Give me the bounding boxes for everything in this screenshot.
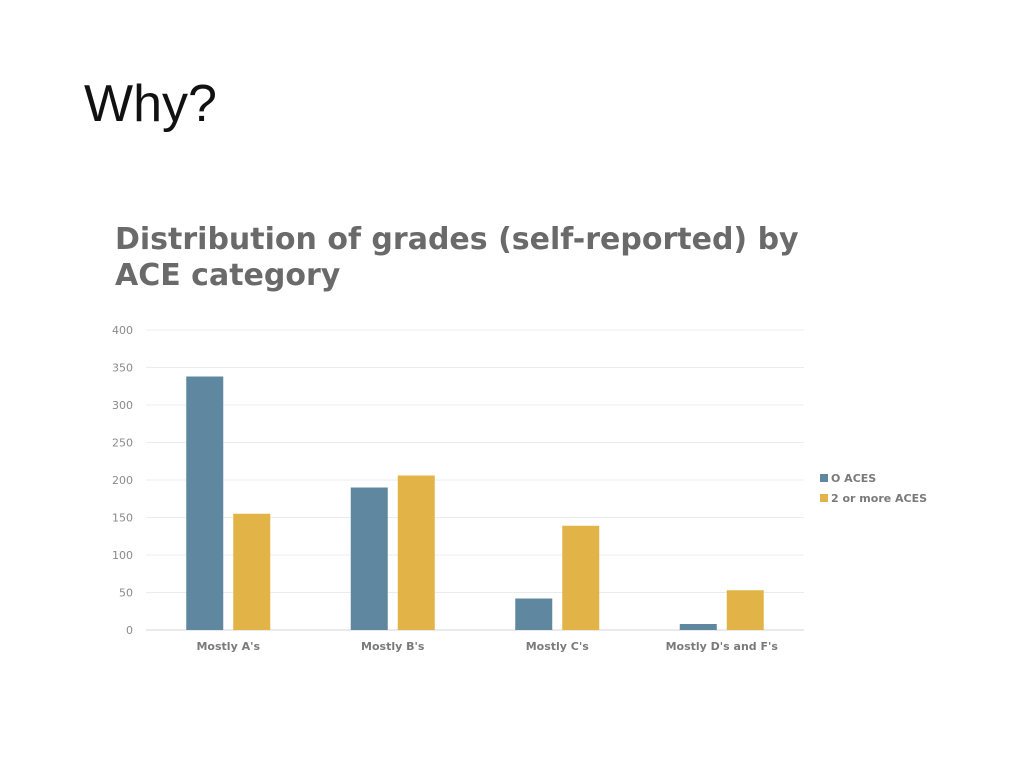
- bar-2-or-more-aces: [233, 513, 271, 630]
- y-tick-label: 0: [126, 624, 133, 637]
- x-axis: Mostly A's Mostly B's Mostly C's Mostly D's…: [196, 640, 778, 653]
- y-tick-label: 400: [112, 324, 133, 337]
- x-tick-label: Mostly A's: [196, 640, 260, 653]
- y-axis: 0 50 100 150 200 250 300 350 400: [112, 324, 133, 637]
- y-tick-label: 200: [112, 474, 133, 487]
- legend-swatch: [820, 474, 828, 482]
- bar-o-aces: [515, 598, 553, 630]
- y-tick-label: 250: [112, 437, 133, 450]
- x-tick-label: Mostly B's: [361, 640, 425, 653]
- y-tick-label: 100: [112, 549, 133, 562]
- legend: O ACES 2 or more ACES: [820, 472, 927, 505]
- bar-2-or-more-aces: [397, 475, 435, 630]
- chart-title: Distribution of grades (self-reported) b…: [115, 222, 799, 293]
- bar-o-aces: [350, 487, 388, 630]
- slide-title: Why?: [84, 75, 217, 133]
- legend-label: O ACES: [831, 472, 876, 485]
- y-tick-label: 350: [112, 362, 133, 375]
- y-tick-label: 300: [112, 399, 133, 412]
- bar-2-or-more-aces: [726, 590, 764, 630]
- x-tick-label: Mostly C's: [526, 640, 590, 653]
- y-tick-label: 50: [119, 587, 133, 600]
- y-tick-label: 150: [112, 512, 133, 525]
- bar-2-or-more-aces: [562, 525, 600, 630]
- bar-o-aces: [679, 624, 717, 630]
- legend-label: 2 or more ACES: [831, 492, 927, 505]
- bar-o-aces: [186, 376, 224, 630]
- bars: [186, 376, 764, 630]
- x-tick-label: Mostly D's and F's: [666, 640, 779, 653]
- legend-swatch: [820, 494, 828, 502]
